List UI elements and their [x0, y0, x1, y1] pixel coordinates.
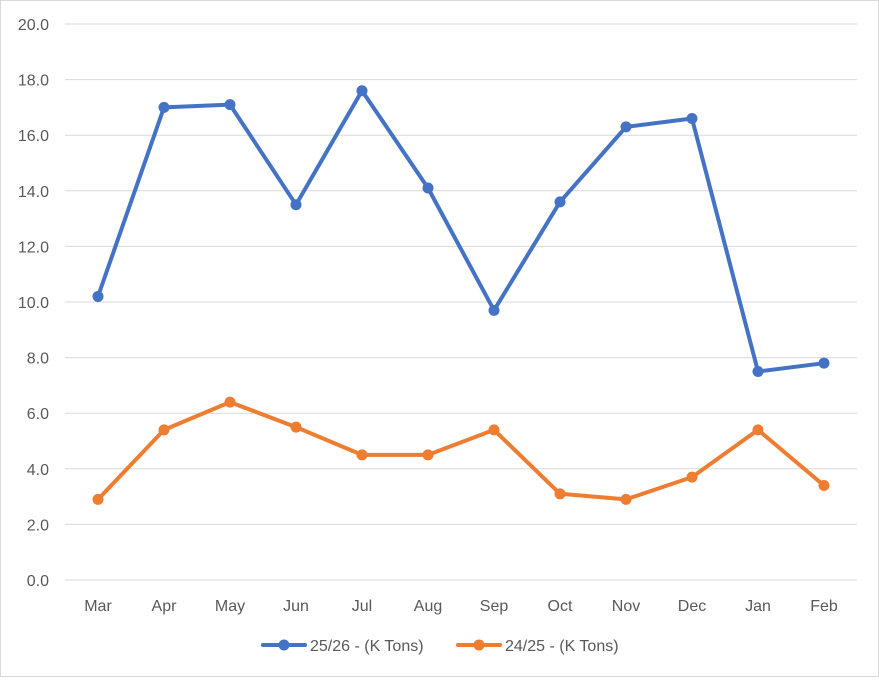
gridlines: [65, 23, 857, 581]
y-tick-label: 10.0: [18, 295, 49, 312]
legend: 25/26 - (K Tons) 24/25 - (K Tons): [261, 638, 619, 655]
data-point: [488, 424, 500, 436]
y-tick-label: 6.0: [27, 406, 49, 423]
x-tick-label: Oct: [548, 598, 573, 615]
y-tick-label: 2.0: [27, 517, 49, 534]
data-point: [686, 471, 698, 483]
x-tick-label: Jan: [745, 598, 771, 615]
data-point: [620, 493, 632, 505]
data-point: [620, 121, 632, 133]
data-point: [92, 493, 104, 505]
data-point: [752, 424, 764, 436]
series-lines: [92, 85, 830, 505]
data-point: [554, 488, 566, 500]
x-tick-label: Jul: [352, 598, 372, 615]
series-line-2: [96, 400, 826, 502]
legend-label: 25/26 - (K Tons): [310, 638, 424, 655]
y-tick-label: 8.0: [27, 351, 49, 368]
data-point: [422, 449, 434, 461]
y-tick-label: 18.0: [18, 73, 49, 90]
x-tick-label: Apr: [152, 598, 178, 615]
y-tick-label: 0.0: [27, 573, 49, 590]
data-point: [158, 424, 170, 436]
y-tick-label: 20.0: [18, 17, 49, 34]
x-axis-tick-labels: Mar Apr May Jun Jul Aug Sep Oct Nov Dec Jan Feb: [84, 598, 838, 615]
legend-marker: [278, 639, 290, 651]
x-tick-label: Nov: [612, 598, 640, 615]
data-point: [554, 196, 566, 208]
data-point: [686, 113, 698, 125]
data-point: [290, 421, 302, 433]
data-point: [752, 366, 764, 377]
data-point: [422, 182, 434, 194]
x-tick-label: Jun: [283, 598, 309, 615]
data-point: [356, 449, 368, 461]
x-tick-label: May: [215, 598, 245, 615]
data-point: [818, 479, 830, 491]
data-point: [818, 357, 830, 369]
y-tick-label: 14.0: [18, 184, 49, 201]
y-tick-label: 4.0: [27, 462, 49, 479]
x-tick-label: Dec: [678, 598, 706, 615]
data-point: [290, 199, 302, 211]
y-axis-tick-labels: 0.0 2.0 4.0 6.0 8.0 10.0 12.0 14.0 16.0 18.0 20.0: [18, 17, 49, 590]
legend-label: 24/25 - (K Tons): [505, 638, 619, 655]
data-point: [224, 99, 236, 111]
data-point: [488, 304, 500, 316]
data-point: [92, 290, 104, 302]
legend-marker: [473, 639, 485, 651]
data-point: [158, 101, 170, 113]
x-tick-label: Sep: [480, 598, 509, 615]
series-line-1: [96, 88, 826, 374]
x-tick-label: Mar: [84, 598, 112, 615]
y-tick-label: 16.0: [18, 128, 49, 145]
x-tick-label: Aug: [414, 598, 442, 615]
y-tick-label: 12.0: [18, 239, 49, 256]
x-tick-label: Feb: [810, 598, 838, 615]
data-point: [356, 85, 368, 97]
data-point: [224, 396, 236, 408]
